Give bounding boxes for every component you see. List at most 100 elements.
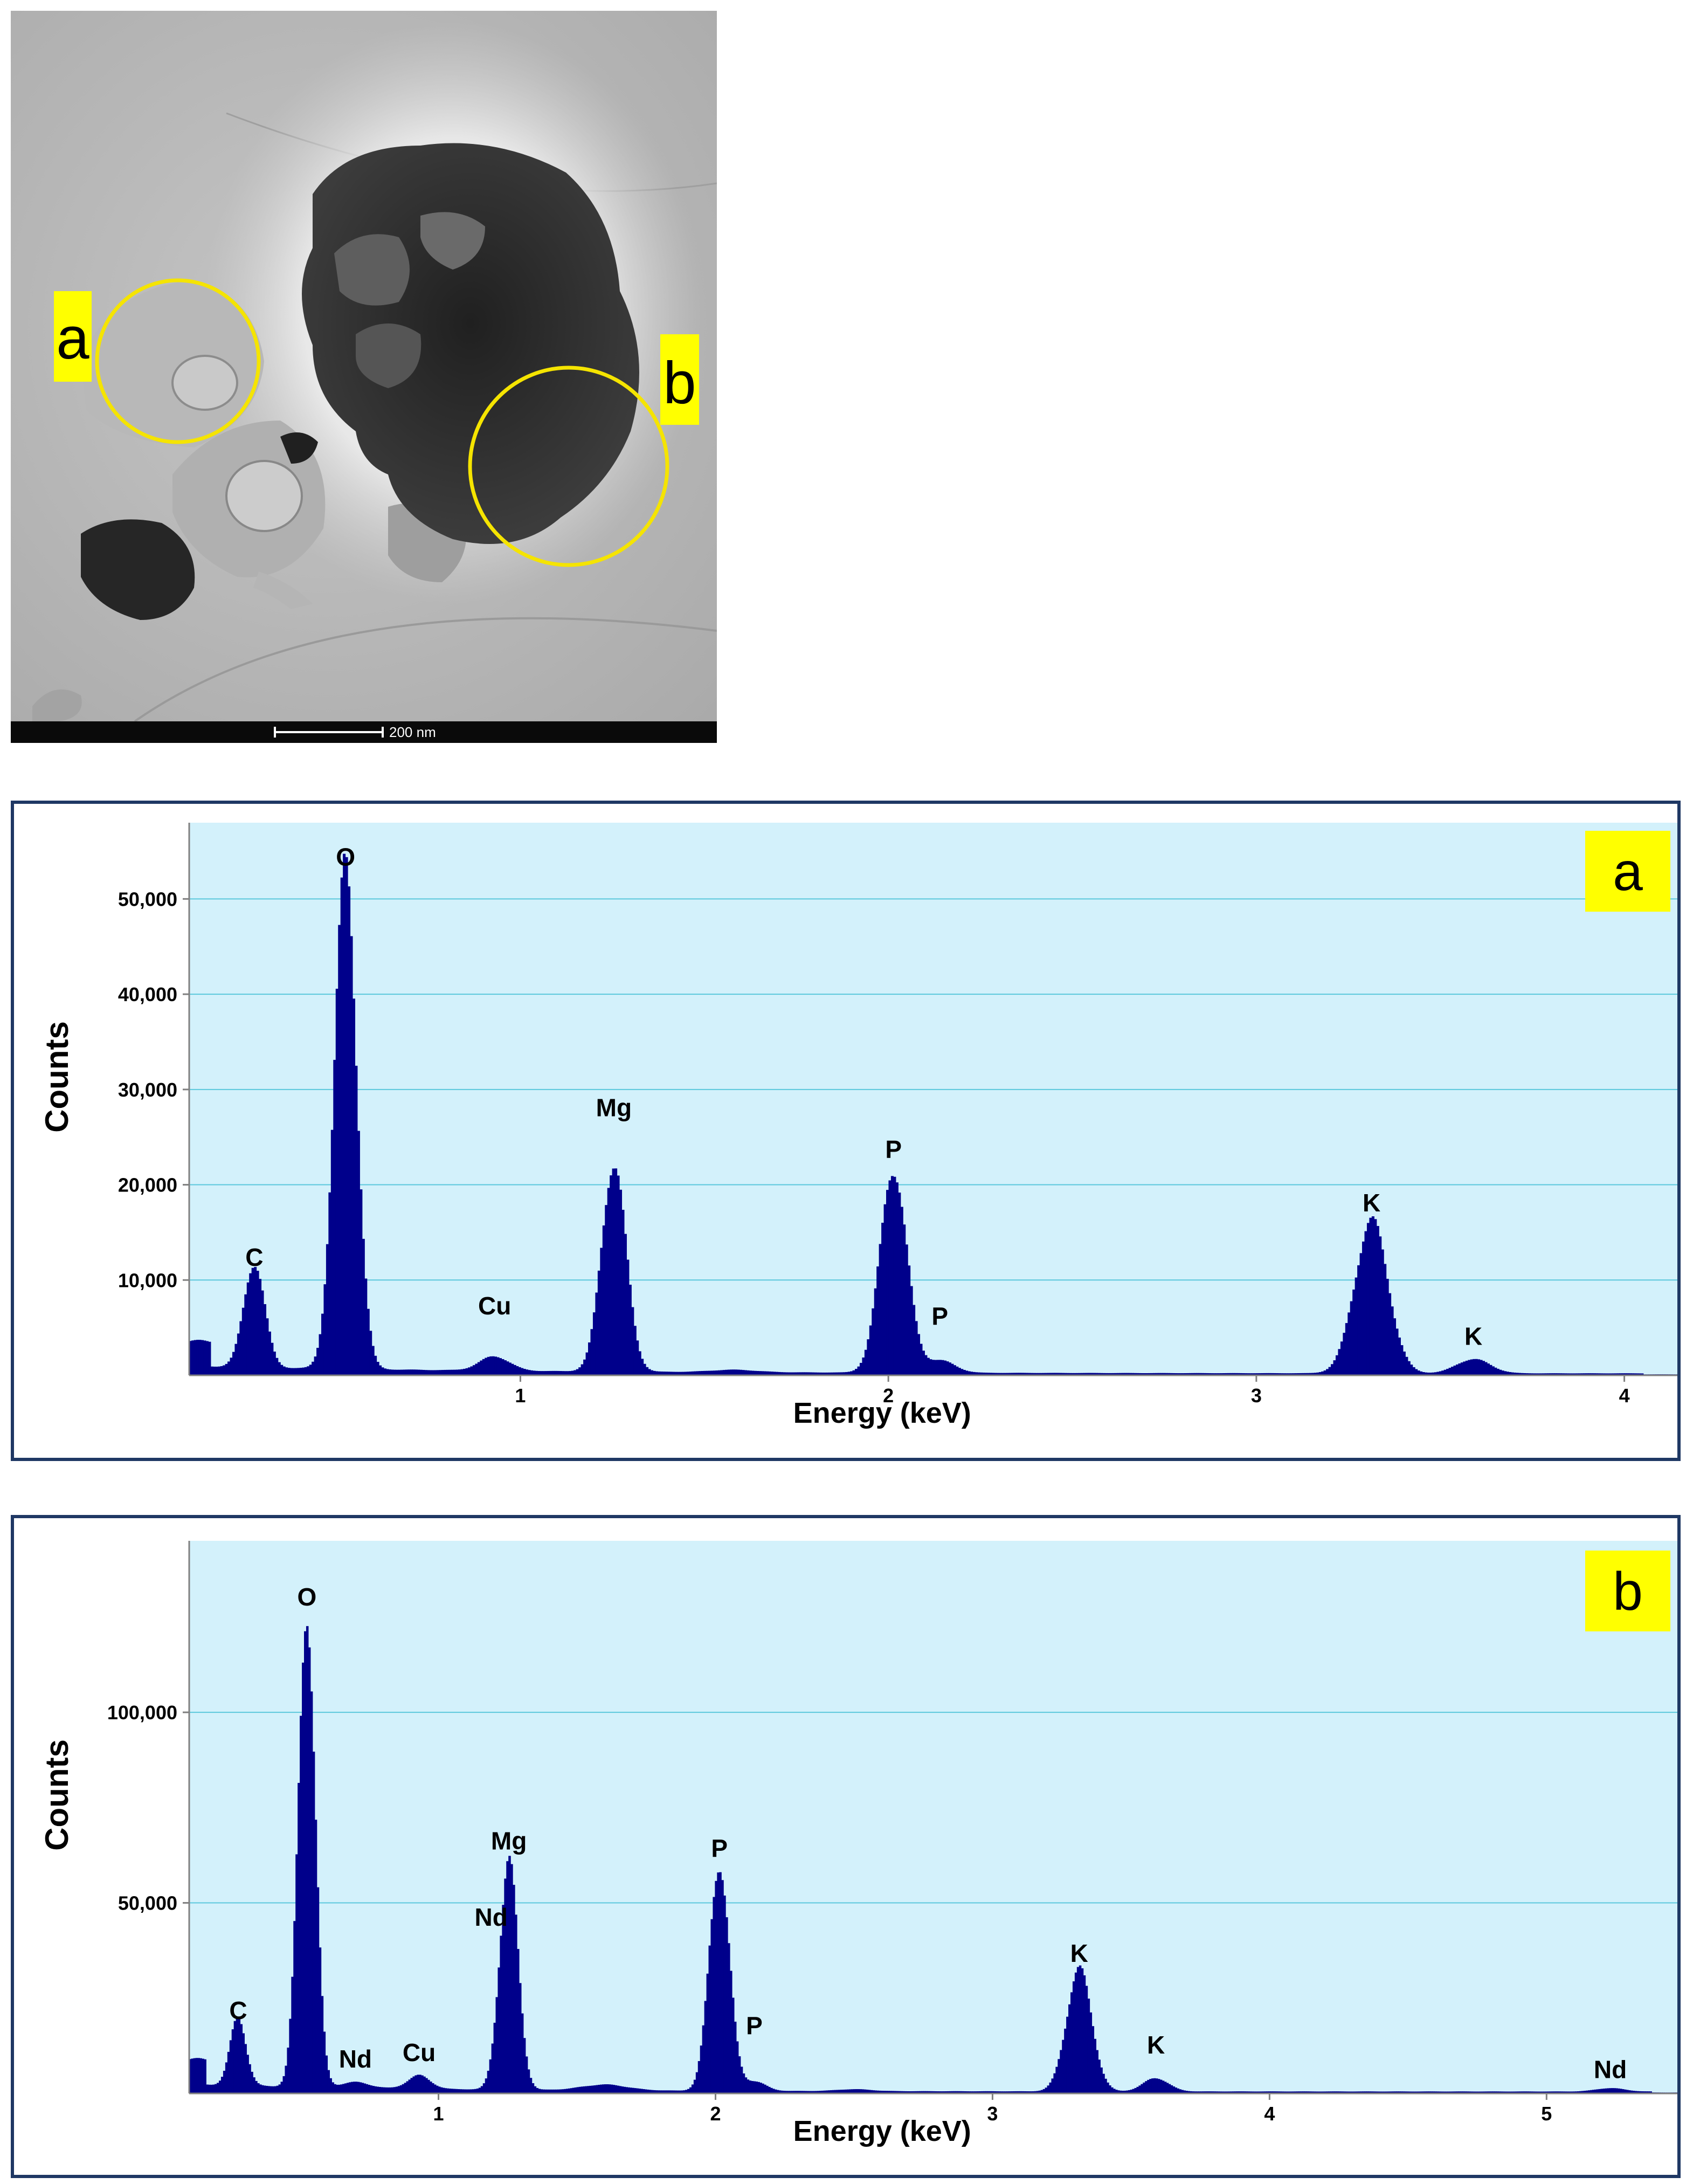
spectrum-bar (881, 1223, 884, 1375)
spectrum-bar (1061, 1373, 1065, 1375)
spectrum-bar (1332, 2091, 1335, 2093)
spectrum-bar (903, 1224, 906, 1375)
spectrum-bar (1249, 1373, 1252, 1375)
spectrum-bar (459, 2089, 462, 2093)
spectrum-bar (446, 1369, 449, 1375)
spectrum-bar (715, 1370, 718, 1375)
spectrum-bar (1319, 2091, 1322, 2093)
spectrum-bar (597, 1270, 600, 1375)
spectrum-bar (525, 2056, 528, 2093)
spectrum-bar (573, 1370, 577, 1375)
spectrum-bar (1001, 1373, 1005, 1375)
peak-label: P (711, 1835, 728, 1863)
spectrum-bar (1292, 1373, 1295, 1375)
spectrum-bar (1153, 1373, 1156, 1375)
spectrum-bar (821, 1372, 824, 1375)
spectrum-bar (1011, 1373, 1014, 1375)
spectrum-bar (621, 2086, 624, 2093)
spectrum-bar (1600, 1373, 1603, 1375)
spectrum-bar (400, 1369, 404, 1375)
spectrum-bar (1309, 2091, 1311, 2093)
spectrum-bar (727, 1369, 730, 1375)
spectrum-bar (830, 2090, 833, 2093)
spectrum-bar (1249, 2091, 1252, 2093)
spectrum-bar (312, 1361, 315, 1375)
spectrum-bar (1068, 1373, 1072, 1375)
spectrum-bar (1058, 2059, 1060, 2093)
spectrum-bar (1465, 1360, 1468, 1375)
spectrum-bar (410, 1369, 413, 1375)
spectrum-bar (1059, 1373, 1062, 1375)
spectrum-bar (619, 1189, 623, 1375)
spectrum-bar (1285, 1373, 1288, 1375)
spectrum-bar (849, 2089, 852, 2093)
spectrum-bar (246, 2055, 249, 2093)
spectrum-bar (1566, 1373, 1570, 1375)
spectrum-bar (845, 1372, 848, 1375)
spectrum-bar (1165, 1373, 1168, 1375)
spectrum-bar (888, 1180, 892, 1375)
spectrum-bar (1645, 2091, 1648, 2093)
y-axis-title: Counts (39, 1021, 75, 1133)
spectrum-bar (1443, 2091, 1446, 2093)
spectrum-bar (1211, 2091, 1214, 2093)
spectrum-bar (946, 1361, 949, 1375)
spectrum-bar (515, 1914, 517, 2093)
spectrum-bar (363, 2083, 367, 2093)
peak-label: C (245, 1243, 263, 1271)
spectrum-bar (994, 1373, 997, 1375)
spectrum-bar (1374, 1219, 1377, 1375)
spectrum-bar (1581, 2091, 1584, 2093)
spectrum-bar (434, 1370, 437, 1375)
spectrum-bar (372, 2086, 375, 2093)
spectrum-bar (1607, 2088, 1609, 2093)
spectrum-bar (220, 1366, 223, 1375)
spectrum-bar (1187, 2091, 1190, 2093)
spectrum-bar (1326, 1369, 1329, 1375)
spectrum-bar (309, 1365, 312, 1375)
spectrum-bar (302, 1367, 305, 1375)
spectrum-bar (685, 2090, 688, 2093)
spectrum-bar (596, 2085, 598, 2093)
spectrum-bar (1502, 2091, 1505, 2093)
spectrum-bar (1122, 1373, 1125, 1375)
spectrum-bar (528, 1370, 531, 1375)
spectrum-bar (230, 1358, 233, 1375)
spectrum-bar (1126, 1373, 1130, 1375)
spectrum-bar (557, 1370, 560, 1375)
spectrum-bar (607, 1188, 610, 1375)
spectrum-bar (1331, 1364, 1334, 1375)
spectrum-bar (1558, 2091, 1561, 2093)
spectrum-bar (304, 1631, 307, 2093)
spectrum-bar (1390, 2091, 1393, 2093)
spectrum-bar (924, 1355, 928, 1375)
spectrum-bar (833, 1372, 836, 1375)
spectrum-bar (554, 1370, 557, 1375)
panel-label: b (1613, 1561, 1643, 1622)
spectrum-bar (636, 2088, 639, 2093)
spectrum-bar (789, 2091, 792, 2093)
spectrum-bar (1487, 1363, 1490, 1375)
eds-spectrum-chart-a: 10,000 20,000 30,000 40,000 50,000 1 2 3 4 Energy… (39, 823, 1677, 1429)
spectrum-bar (1415, 2091, 1418, 2093)
spectrum-bar (1131, 1373, 1134, 1375)
spectrum-bar (998, 2091, 1001, 2093)
spectrum-bar (500, 1935, 502, 2093)
spectrum-bar (1117, 1373, 1120, 1375)
spectrum-bar (751, 1370, 755, 1375)
spectrum-bar (566, 1371, 569, 1375)
spectrum-bar (929, 1359, 932, 1375)
spectrum-bar (614, 2085, 618, 2093)
spectrum-bar (405, 1369, 409, 1375)
spectrum-bar (1006, 1373, 1010, 1375)
spectrum-bar (402, 2084, 405, 2093)
spectrum-bar (323, 2031, 326, 2093)
spectrum-bar (1374, 2091, 1378, 2093)
spectrum-bar (1167, 1373, 1170, 1375)
spectrum-bar (1544, 1373, 1548, 1375)
spectrum-bar (886, 1190, 889, 1375)
spectrum-bar (1206, 2091, 1210, 2093)
spectrum-bar (444, 1369, 447, 1375)
spectrum-bar (934, 2091, 937, 2093)
spectrum-bar (1268, 2091, 1271, 2093)
